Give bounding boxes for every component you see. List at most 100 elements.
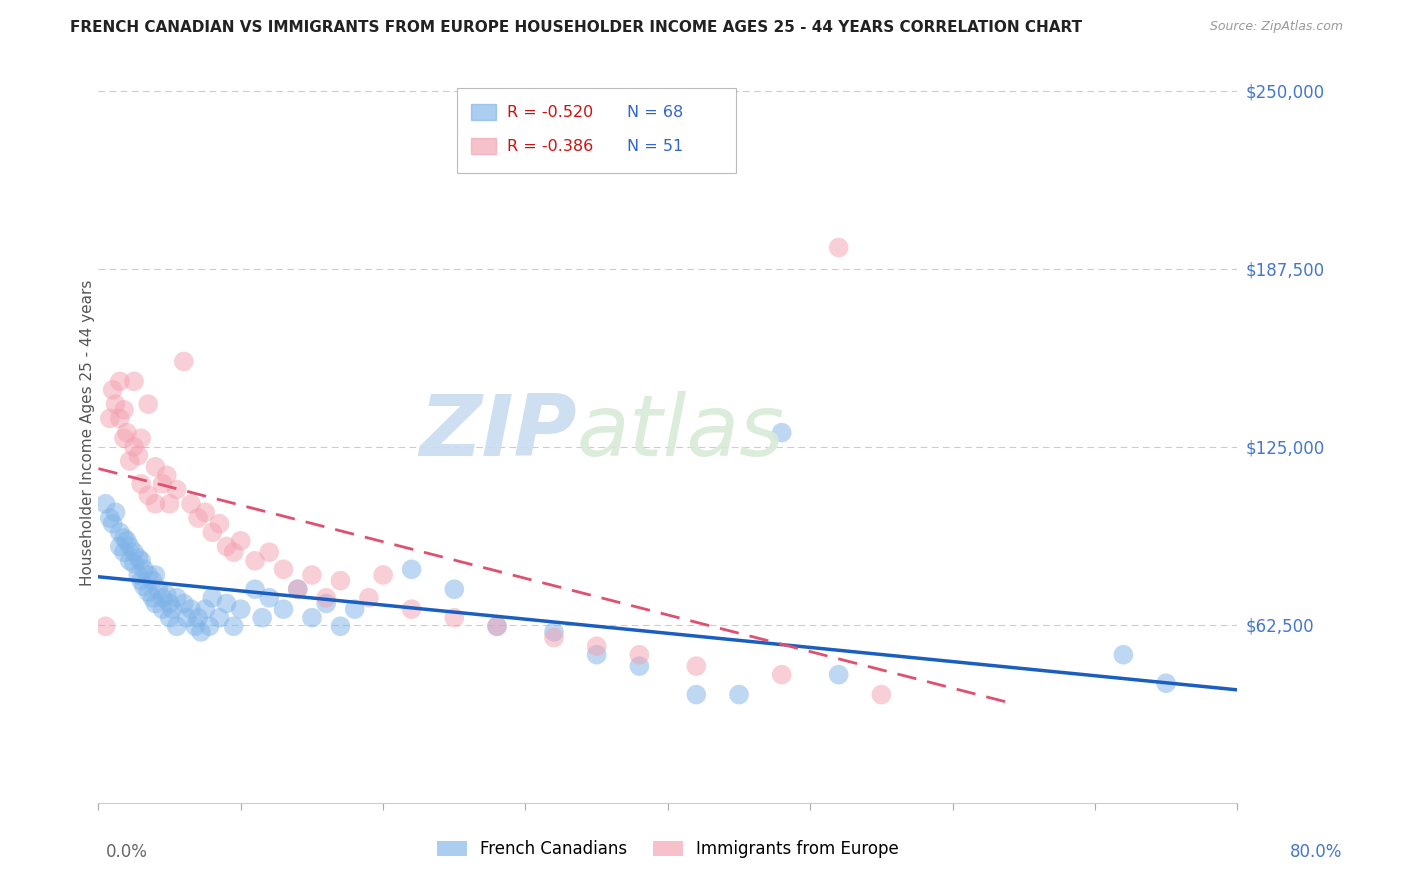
Text: ZIP: ZIP: [419, 391, 576, 475]
Point: [152, 591, 174, 605]
Point: [329, 574, 352, 588]
Point: [215, 597, 238, 611]
Point: [98, 511, 121, 525]
Point: [180, 497, 202, 511]
Point: [156, 468, 179, 483]
Legend: French Canadians, Immigrants from Europe: French Canadians, Immigrants from Europe: [430, 833, 905, 865]
Point: [201, 591, 224, 605]
Point: [136, 585, 159, 599]
Point: [129, 554, 152, 568]
Point: [112, 545, 135, 559]
Point: [329, 619, 352, 633]
Point: [585, 648, 607, 662]
Point: [108, 525, 131, 540]
Point: [543, 631, 565, 645]
Point: [159, 497, 181, 511]
Point: [141, 591, 163, 605]
Point: [870, 688, 893, 702]
Point: [129, 476, 152, 491]
Point: [1112, 648, 1135, 662]
Point: [401, 562, 423, 576]
Point: [127, 449, 149, 463]
Point: [685, 659, 707, 673]
Point: [357, 591, 380, 605]
Point: [187, 611, 209, 625]
Point: [118, 454, 141, 468]
Point: [443, 611, 465, 625]
Point: [132, 579, 155, 593]
Point: [628, 648, 651, 662]
Point: [208, 611, 231, 625]
Point: [132, 562, 155, 576]
Point: [104, 505, 127, 519]
Point: [770, 425, 793, 440]
Text: R = -0.386: R = -0.386: [508, 138, 593, 153]
Point: [486, 619, 509, 633]
Point: [287, 582, 309, 597]
Point: [259, 545, 281, 559]
Point: [166, 619, 188, 633]
Point: [315, 597, 337, 611]
Point: [145, 497, 167, 511]
Y-axis label: Householder Income Ages 25 - 44 years: Householder Income Ages 25 - 44 years: [80, 279, 94, 586]
Point: [208, 516, 231, 531]
Point: [770, 667, 793, 681]
Bar: [471, 138, 496, 154]
Point: [273, 602, 295, 616]
Point: [443, 582, 465, 597]
Point: [685, 688, 707, 702]
Text: 80.0%: 80.0%: [1291, 843, 1343, 861]
Point: [94, 619, 117, 633]
Point: [1154, 676, 1177, 690]
Point: [118, 554, 141, 568]
Point: [122, 375, 145, 389]
Text: 0.0%: 0.0%: [105, 843, 148, 861]
Point: [173, 354, 195, 368]
Point: [828, 667, 851, 681]
Point: [543, 624, 565, 639]
Point: [145, 459, 167, 474]
Point: [112, 531, 135, 545]
Point: [194, 602, 217, 616]
Point: [152, 602, 174, 616]
Point: [159, 611, 181, 625]
Point: [190, 624, 212, 639]
FancyBboxPatch shape: [457, 88, 737, 173]
Point: [122, 440, 145, 454]
Point: [243, 554, 266, 568]
Point: [112, 402, 135, 417]
Point: [129, 574, 152, 588]
Point: [198, 619, 221, 633]
Point: [101, 516, 124, 531]
Point: [136, 568, 159, 582]
Text: atlas: atlas: [576, 391, 785, 475]
Point: [145, 597, 167, 611]
Point: [222, 545, 245, 559]
Point: [301, 611, 323, 625]
Point: [222, 619, 245, 633]
Point: [343, 602, 366, 616]
Point: [215, 540, 238, 554]
Point: [187, 511, 209, 525]
Point: [486, 619, 509, 633]
Bar: [471, 103, 496, 120]
Point: [287, 582, 309, 597]
Point: [108, 375, 131, 389]
Point: [259, 591, 281, 605]
Point: [115, 533, 138, 548]
Point: [141, 574, 163, 588]
Point: [115, 425, 138, 440]
Point: [401, 602, 423, 616]
Point: [250, 611, 273, 625]
Point: [229, 602, 252, 616]
Point: [585, 639, 607, 653]
Point: [728, 688, 751, 702]
Point: [828, 241, 851, 255]
Text: N = 51: N = 51: [627, 138, 683, 153]
Point: [127, 550, 149, 565]
Point: [148, 582, 170, 597]
Point: [136, 488, 159, 502]
Point: [243, 582, 266, 597]
Point: [301, 568, 323, 582]
Point: [201, 525, 224, 540]
